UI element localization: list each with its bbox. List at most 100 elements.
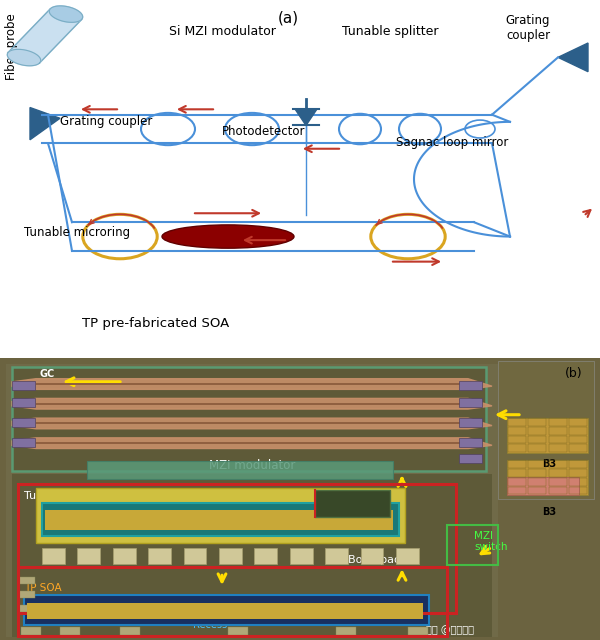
- Bar: [508, 460, 526, 468]
- Bar: [219, 548, 242, 564]
- Text: TP pre-fabricated SOA: TP pre-fabricated SOA: [82, 317, 230, 330]
- Bar: [508, 436, 526, 444]
- Text: Sagnac loop mirror: Sagnac loop mirror: [396, 136, 508, 149]
- Bar: [508, 427, 526, 435]
- Bar: [12, 418, 35, 427]
- Bar: [507, 477, 579, 495]
- Bar: [569, 460, 587, 468]
- Text: GC: GC: [39, 369, 54, 379]
- Text: MZI
switch: MZI switch: [474, 531, 508, 552]
- Polygon shape: [49, 6, 83, 22]
- Bar: [507, 417, 588, 452]
- Text: Grating
coupler: Grating coupler: [506, 14, 550, 42]
- FancyBboxPatch shape: [42, 504, 399, 536]
- Text: Tunable splitter: Tunable splitter: [342, 25, 438, 38]
- Bar: [529, 418, 546, 426]
- Polygon shape: [12, 398, 492, 409]
- Bar: [529, 469, 546, 477]
- Polygon shape: [12, 379, 492, 389]
- Bar: [254, 548, 277, 564]
- Bar: [569, 487, 587, 495]
- Bar: [529, 427, 546, 435]
- Bar: [184, 548, 206, 564]
- Bar: [548, 436, 566, 444]
- Text: TP SOA: TP SOA: [139, 499, 173, 508]
- Bar: [45, 510, 393, 530]
- Text: TP SOA: TP SOA: [24, 583, 62, 593]
- Bar: [548, 460, 566, 468]
- Bar: [18, 591, 35, 598]
- Bar: [325, 548, 348, 564]
- Text: Tunable microring: Tunable microring: [24, 226, 130, 239]
- Bar: [6, 364, 498, 637]
- Text: Grating coupler: Grating coupler: [60, 115, 152, 128]
- Text: (b): (b): [565, 367, 582, 380]
- Polygon shape: [7, 49, 41, 66]
- Bar: [148, 548, 171, 564]
- Bar: [21, 627, 41, 635]
- Bar: [36, 422, 468, 424]
- Bar: [548, 418, 566, 426]
- Text: Photodetector: Photodetector: [222, 125, 306, 138]
- Bar: [459, 418, 482, 427]
- Bar: [36, 383, 468, 385]
- Bar: [507, 460, 588, 495]
- Bar: [498, 361, 594, 499]
- Bar: [569, 418, 587, 426]
- Bar: [508, 418, 526, 426]
- Bar: [36, 442, 468, 444]
- Polygon shape: [30, 108, 60, 140]
- Text: Tuable laser: Tuable laser: [24, 492, 91, 501]
- Polygon shape: [558, 43, 588, 72]
- Ellipse shape: [162, 225, 294, 248]
- Bar: [77, 548, 100, 564]
- Bar: [36, 403, 468, 404]
- Bar: [12, 381, 35, 390]
- Bar: [228, 627, 248, 635]
- Text: Si MZI modulator: Si MZI modulator: [169, 25, 275, 38]
- Text: MZI modulator: MZI modulator: [209, 459, 295, 472]
- Bar: [336, 627, 356, 635]
- Bar: [315, 490, 390, 516]
- Bar: [459, 454, 482, 463]
- Bar: [529, 487, 546, 495]
- Bar: [18, 605, 35, 612]
- Bar: [459, 438, 482, 447]
- Text: Fiber probe: Fiber probe: [5, 13, 19, 80]
- Bar: [569, 478, 587, 486]
- Text: Laser cavity: Laser cavity: [331, 495, 389, 506]
- Bar: [42, 548, 65, 564]
- Bar: [12, 438, 35, 447]
- Bar: [396, 548, 419, 564]
- Polygon shape: [12, 438, 492, 449]
- Bar: [529, 478, 546, 486]
- Text: 知乎 @逍遥科技: 知乎 @逍遥科技: [426, 625, 474, 635]
- FancyBboxPatch shape: [87, 461, 393, 479]
- Bar: [569, 436, 587, 444]
- Bar: [36, 488, 405, 543]
- Bar: [459, 398, 482, 407]
- Bar: [27, 602, 423, 619]
- Bar: [548, 487, 566, 495]
- Bar: [12, 398, 35, 407]
- Bar: [361, 548, 383, 564]
- Bar: [508, 478, 526, 486]
- Bar: [12, 474, 492, 637]
- Text: B3: B3: [542, 507, 556, 517]
- FancyBboxPatch shape: [12, 367, 486, 471]
- Bar: [548, 427, 566, 435]
- Bar: [508, 487, 526, 495]
- Polygon shape: [12, 418, 492, 429]
- Bar: [569, 427, 587, 435]
- Bar: [529, 460, 546, 468]
- Bar: [408, 627, 428, 635]
- Text: Bond pads: Bond pads: [348, 555, 407, 564]
- Text: (a): (a): [277, 11, 299, 26]
- Text: Recess: Recess: [193, 620, 227, 630]
- Bar: [508, 445, 526, 452]
- Bar: [569, 469, 587, 477]
- Bar: [113, 548, 136, 564]
- Bar: [548, 469, 566, 477]
- Bar: [508, 469, 526, 477]
- Bar: [548, 478, 566, 486]
